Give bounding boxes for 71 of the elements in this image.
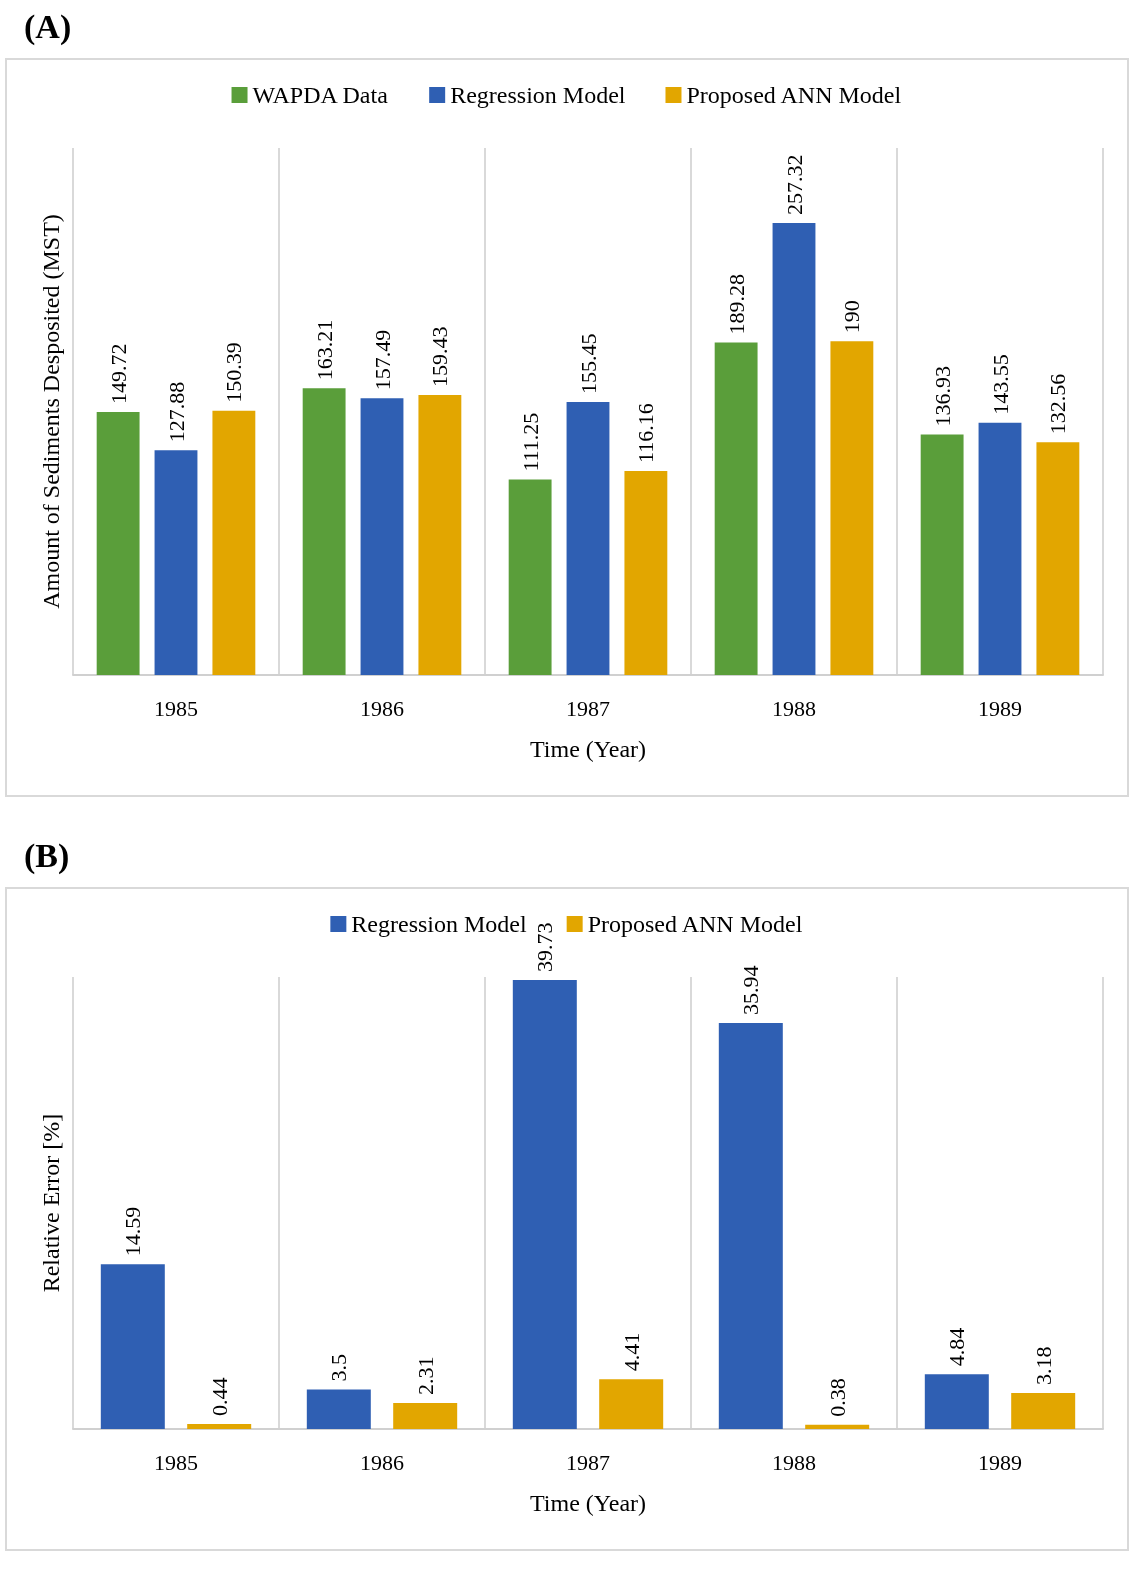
legend-label: WAPDA Data (252, 82, 389, 108)
chart-title: (B) (24, 837, 71, 876)
x-tick-label: 1986 (360, 695, 404, 721)
data-label: 39.73 (532, 922, 558, 973)
data-label: 136.93 (929, 365, 955, 427)
bar (418, 394, 462, 675)
bar (920, 434, 964, 675)
data-label: 4.84 (944, 1327, 970, 1367)
data-label: 159.43 (427, 326, 453, 387)
bar (599, 1379, 664, 1429)
data-label: 150.39 (221, 342, 247, 403)
data-label: 149.72 (105, 343, 131, 404)
data-label: 132.56 (1045, 373, 1071, 435)
data-label: 111.25 (517, 412, 543, 472)
bar (96, 411, 140, 675)
data-label: 143.55 (987, 354, 1013, 415)
bar (187, 1424, 252, 1429)
data-label: 155.45 (575, 333, 601, 394)
bar (830, 341, 874, 675)
bar (924, 1374, 989, 1429)
bar (772, 222, 816, 675)
x-tick-label: 1987 (566, 1449, 610, 1475)
data-label: 127.88 (163, 381, 189, 443)
x-tick-label: 1988 (772, 1449, 816, 1475)
bar (302, 388, 346, 675)
data-label: 157.49 (369, 329, 395, 391)
bar (360, 398, 404, 675)
legend-label: Regression Model (450, 82, 626, 108)
x-axis-title: Time (Year) (529, 1490, 647, 1516)
legend-label: Proposed ANN Model (587, 911, 803, 937)
data-label: 190 (839, 300, 865, 334)
data-label: 3.18 (1030, 1346, 1056, 1386)
x-tick-label: 1985 (154, 695, 198, 721)
legend-label: Regression Model (351, 911, 527, 937)
bar (1011, 1393, 1076, 1429)
x-tick-label: 1986 (360, 1449, 404, 1475)
bar (212, 410, 256, 675)
data-label: 163.21 (311, 319, 337, 381)
x-tick-label: 1989 (978, 1449, 1022, 1475)
chart-title: (A) (24, 8, 73, 47)
bar (1036, 442, 1080, 675)
data-label: 2.31 (412, 1356, 438, 1395)
bar (718, 1022, 783, 1429)
bar (100, 1264, 165, 1429)
bar (624, 470, 668, 675)
data-label: 189.28 (723, 274, 749, 335)
bar (306, 1389, 371, 1429)
y-axis-title: Amount of Sediments Desposited (MST) (38, 214, 64, 609)
x-tick-label: 1988 (772, 695, 816, 721)
data-label: 257.32 (781, 154, 807, 215)
data-label: 116.16 (633, 403, 659, 463)
bar (978, 422, 1022, 675)
y-axis-title: Relative Error [%] (38, 1113, 64, 1293)
x-tick-label: 1985 (154, 1449, 198, 1475)
x-axis-title: Time (Year) (529, 736, 647, 762)
bar (508, 479, 552, 675)
bar (393, 1402, 458, 1429)
data-label: 3.5 (326, 1353, 352, 1382)
data-label: 0.44 (206, 1377, 232, 1417)
bar (154, 450, 198, 675)
bar (566, 401, 610, 675)
x-tick-label: 1987 (566, 695, 610, 721)
bar (512, 980, 577, 1429)
x-tick-label: 1989 (978, 695, 1022, 721)
bar (805, 1424, 870, 1429)
bar (714, 342, 758, 675)
data-label: 35.94 (738, 965, 764, 1015)
data-label: 4.41 (618, 1332, 644, 1372)
legend-label: Proposed ANN Model (686, 82, 902, 108)
data-label: 0.38 (824, 1378, 850, 1417)
data-label: 14.59 (120, 1206, 146, 1257)
